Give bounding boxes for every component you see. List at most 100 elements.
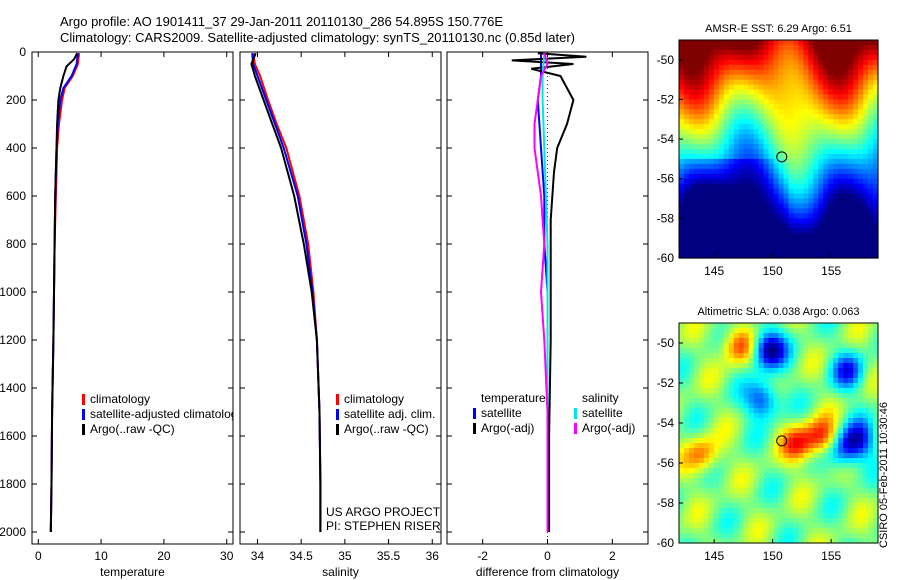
heatmap-cell — [768, 398, 775, 404]
heatmap-cell — [873, 418, 879, 424]
heatmap-cell — [823, 493, 829, 499]
heatmap-cell — [843, 178, 849, 185]
heatmap-cell — [783, 44, 790, 51]
heatmap-cell — [823, 89, 829, 96]
heatmap-cell — [753, 149, 760, 155]
heatmap-cell — [733, 383, 740, 389]
heatmap-cell — [743, 203, 750, 210]
heatmap-cell — [738, 403, 745, 409]
heatmap-cell — [793, 433, 799, 439]
heatmap-cell — [783, 448, 790, 454]
heatmap-cell — [698, 144, 705, 150]
heatmap-cell — [748, 233, 755, 239]
heatmap-cell — [843, 503, 849, 509]
heatmap-cell — [758, 74, 765, 81]
heatmap-cell — [783, 383, 790, 389]
heatmap-cell — [708, 163, 715, 170]
heatmap-cell — [683, 153, 690, 160]
heatmap-cell — [708, 433, 715, 439]
heatmap-cell — [818, 104, 824, 110]
heatmap-cell — [843, 348, 849, 354]
heatmap-cell — [679, 74, 685, 81]
heatmap-cell — [718, 193, 725, 200]
heatmap-cell — [773, 40, 780, 46]
heatmap-cell — [753, 203, 760, 210]
heatmap-cell — [783, 508, 790, 514]
heatmap-cell — [728, 493, 735, 499]
y-tick-label: -56 — [657, 456, 675, 470]
heatmap-cell — [838, 253, 844, 259]
heatmap-cell — [868, 398, 874, 404]
heatmap-cell — [683, 208, 690, 214]
heatmap-cell — [858, 168, 864, 175]
heatmap-cell — [813, 168, 819, 175]
heatmap-cell — [768, 253, 775, 259]
heatmap-cell — [708, 69, 715, 76]
heatmap-cell — [863, 518, 869, 524]
heatmap-cell — [833, 493, 839, 499]
annotation-text: US ARGO PROJECT — [326, 505, 441, 519]
heatmap-cell — [868, 483, 874, 489]
heatmap-cell — [813, 513, 819, 519]
heatmap-cell — [683, 328, 690, 334]
heatmap-cell — [823, 423, 829, 429]
heatmap-cell — [848, 448, 854, 454]
heatmap-cell — [778, 408, 785, 414]
heatmap-cell — [679, 84, 685, 91]
heatmap-cell — [688, 503, 695, 509]
heatmap-cell — [828, 54, 834, 61]
heatmap-cell — [858, 413, 864, 419]
heatmap-cell — [783, 99, 790, 105]
heatmap-cell — [788, 109, 795, 115]
heatmap-cell — [768, 134, 775, 140]
heatmap-cell — [753, 193, 760, 200]
heatmap-cell — [788, 139, 795, 145]
heatmap-cell — [873, 483, 879, 489]
heatmap-cell — [753, 198, 760, 205]
heatmap-cell — [698, 124, 705, 130]
heatmap-cell — [853, 243, 859, 249]
heatmap-cell — [823, 508, 829, 514]
heatmap-cell — [743, 40, 750, 46]
heatmap-cell — [823, 54, 829, 61]
heatmap-cell — [848, 139, 854, 145]
heatmap-cell — [768, 243, 775, 249]
heatmap-cell — [863, 328, 869, 334]
heatmap-cell — [763, 378, 770, 384]
heatmap-cell — [713, 398, 720, 404]
heatmap-cell — [683, 218, 690, 224]
heatmap-cell — [778, 104, 785, 110]
heatmap-cell — [683, 343, 690, 349]
heatmap-cell — [843, 129, 849, 135]
heatmap-cell — [773, 238, 780, 244]
heatmap-cell — [863, 49, 869, 56]
heatmap-cell — [868, 368, 874, 374]
heatmap-cell — [733, 328, 740, 334]
heatmap-cell — [863, 144, 869, 150]
heatmap-cell — [683, 503, 690, 509]
heatmap-cell — [818, 144, 824, 150]
heatmap-cell — [828, 428, 834, 434]
heatmap-cell — [703, 233, 710, 239]
heatmap-cell — [873, 223, 879, 229]
heatmap-cell — [833, 129, 839, 135]
heatmap-cell — [723, 358, 730, 364]
heatmap-cell — [773, 218, 780, 224]
heatmap-cell — [783, 144, 790, 150]
heatmap-cell — [763, 413, 770, 419]
heatmap-cell — [693, 533, 700, 539]
heatmap-cell — [768, 343, 775, 349]
heatmap-cell — [698, 518, 705, 524]
heatmap-cell — [808, 408, 814, 414]
heatmap-cell — [838, 363, 844, 369]
heatmap-cell — [808, 238, 814, 244]
heatmap-cell — [773, 423, 780, 429]
heatmap-cell — [773, 473, 780, 479]
heatmap-cell — [688, 378, 695, 384]
heatmap-cell — [788, 378, 795, 384]
heatmap-cell — [798, 109, 804, 115]
heatmap-cell — [773, 408, 780, 414]
heatmap-cell — [813, 498, 819, 504]
heatmap-cell — [803, 428, 809, 434]
heatmap-cell — [728, 438, 735, 444]
